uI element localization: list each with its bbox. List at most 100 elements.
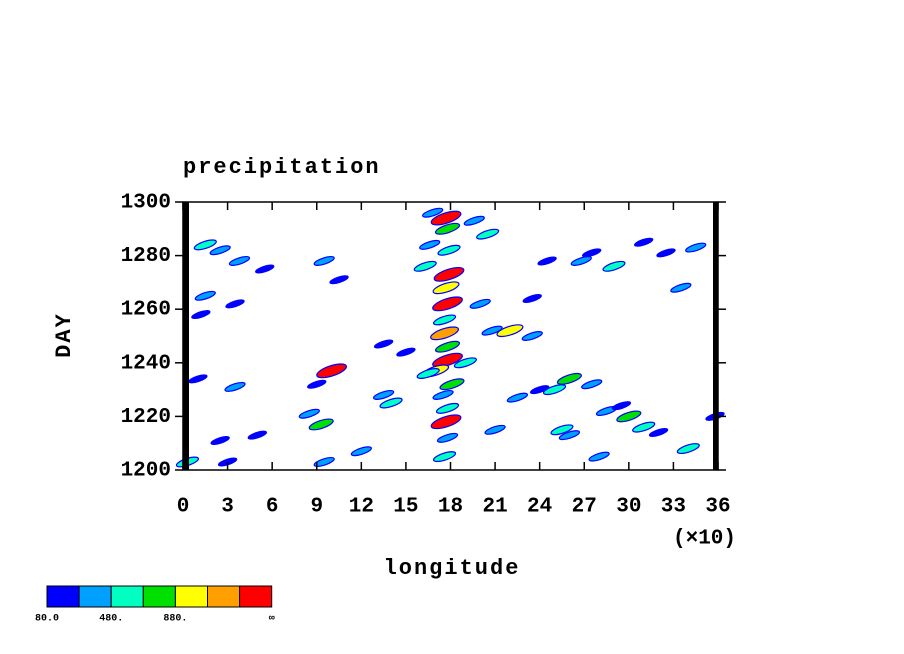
- contour-blob: [453, 357, 477, 369]
- contour-blob: [550, 424, 574, 436]
- contour-blob: [506, 392, 529, 403]
- contour-blob: [484, 424, 506, 435]
- contour-blob: [433, 266, 465, 282]
- contour-blob: [439, 378, 465, 391]
- contour-blob: [372, 389, 395, 400]
- contour-blob: [556, 372, 582, 385]
- contour-blob: [670, 282, 692, 293]
- contour-blob: [430, 414, 462, 430]
- contour-blob: [413, 260, 437, 272]
- colorbar-label: 880.: [163, 614, 187, 625]
- contour-blob: [634, 237, 654, 247]
- contour-blob: [422, 207, 444, 218]
- contour-blob: [558, 430, 581, 441]
- contour-blob: [616, 410, 642, 423]
- chart-title: precipitation: [183, 155, 381, 180]
- contour-blob: [193, 239, 217, 251]
- contour-blob: [656, 248, 676, 258]
- colorbar-box: [142, 585, 176, 608]
- contour-blob: [210, 436, 230, 446]
- contour-blob: [476, 228, 500, 240]
- contour-blob: [581, 379, 603, 390]
- colorbar-label: 80.0: [35, 614, 59, 625]
- contour-blob: [329, 275, 349, 285]
- y-axis-label: DAY: [52, 312, 77, 358]
- contour-blob: [582, 248, 602, 258]
- y-tick-label: 1280: [121, 245, 171, 268]
- contour-blob: [432, 389, 454, 400]
- y-tick-label: 1200: [121, 460, 171, 483]
- x-tick-label: 30: [616, 496, 641, 519]
- contour-blob: [434, 340, 461, 353]
- contour-blob: [255, 264, 275, 274]
- contour-blob: [432, 296, 463, 312]
- contour-blob: [648, 427, 669, 437]
- contour-blob: [537, 256, 557, 266]
- contour-blob: [522, 293, 542, 303]
- contour-blob: [224, 381, 246, 392]
- x-tick-label: 12: [349, 496, 374, 519]
- contour-blob: [188, 374, 208, 384]
- contour-blob: [430, 326, 460, 341]
- x-tick-label: 3: [221, 496, 234, 519]
- contour-blob: [194, 290, 216, 301]
- contour-blob: [313, 456, 335, 467]
- y-tick-label: 1260: [121, 299, 171, 322]
- x-tick-label: 24: [527, 496, 552, 519]
- x-tick-label: 18: [438, 496, 463, 519]
- contour-blob: [308, 418, 334, 431]
- contour-blob: [434, 222, 461, 235]
- contour-blob: [463, 215, 485, 226]
- colorbar-box: [110, 585, 144, 608]
- contour-blob: [298, 408, 320, 419]
- contour-blob: [247, 430, 267, 440]
- contour-blob: [373, 339, 394, 349]
- contour-blob: [432, 281, 460, 295]
- x-tick-label: 33: [661, 496, 686, 519]
- contour-blob: [481, 325, 503, 336]
- x-tick-label: 27: [572, 496, 597, 519]
- colorbar-box: [207, 585, 241, 608]
- contour-blob: [676, 443, 700, 455]
- x-tick-label: 15: [393, 496, 418, 519]
- contour-blob: [469, 298, 491, 309]
- colorbar-box: [174, 585, 208, 608]
- contour-blob: [542, 384, 567, 396]
- colorbar-box: [78, 585, 112, 608]
- contour-blob: [209, 245, 231, 256]
- contour-blob: [685, 242, 707, 253]
- contour-blob: [225, 299, 245, 309]
- y-tick-label: 1220: [121, 406, 171, 429]
- x-tick-label: 9: [310, 496, 323, 519]
- contour-blob: [602, 260, 626, 272]
- x-multiplier: (×10): [673, 528, 736, 551]
- x-tick-label: 36: [705, 496, 730, 519]
- right-edge-bar: [713, 202, 718, 470]
- left-edge-bar: [183, 202, 189, 470]
- contour-blob: [430, 210, 462, 226]
- contour-blob: [307, 379, 327, 389]
- x-tick-label: 21: [482, 496, 507, 519]
- contour-blob: [432, 352, 463, 368]
- contour-blob: [529, 385, 550, 395]
- colorbar-box: [239, 585, 273, 608]
- contour-blob: [191, 310, 211, 320]
- contour-blob: [435, 402, 460, 414]
- colorbar-label: 480.: [99, 614, 123, 625]
- contour-blob: [588, 451, 610, 462]
- colorbar-box: [46, 585, 80, 608]
- contour-blob: [228, 255, 251, 266]
- contour-blob: [432, 314, 457, 326]
- contour-blob: [316, 363, 348, 379]
- contour-blob: [396, 347, 416, 357]
- y-tick-label: 1300: [121, 192, 171, 215]
- colorbar-max-label: ∞: [269, 614, 275, 625]
- contour-blob: [432, 451, 457, 463]
- contour-blob: [350, 446, 372, 457]
- contour-blob: [379, 397, 403, 409]
- contour-blob: [217, 457, 238, 467]
- contour-blob: [437, 244, 461, 256]
- x-axis-label: longitude: [384, 556, 521, 581]
- contour-blob: [632, 421, 656, 433]
